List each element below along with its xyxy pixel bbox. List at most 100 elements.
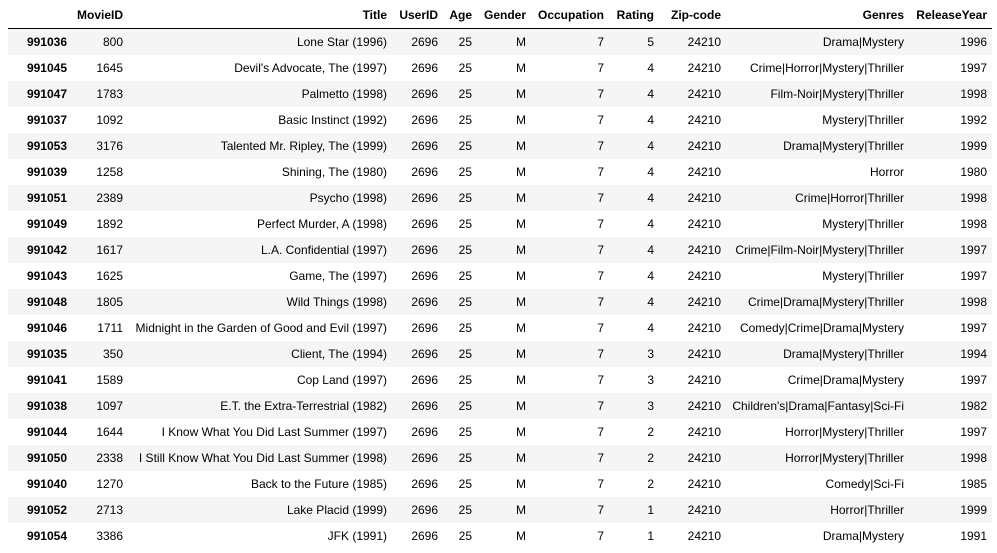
cell-userid: 2696 <box>411 268 439 283</box>
cell-rating: 4 <box>647 138 655 153</box>
row-index: 991051 <box>26 190 67 205</box>
cell-movieid: 1783 <box>96 86 124 101</box>
cell-age: 25 <box>458 450 473 465</box>
cell-age: 25 <box>458 528 473 543</box>
cell-releaseyear: 1999 <box>960 502 988 517</box>
cell-zip-code: 24210 <box>687 372 722 387</box>
table-row: 991051 2389 Psycho (1998) 2696 25 M 7 4 24210 Cri… <box>8 184 993 211</box>
cell-age: 25 <box>458 372 473 387</box>
table-row: 991049 1892 Perfect Murder, A (1998) 2696 25… <box>8 210 993 237</box>
cell-age: 25 <box>458 268 473 283</box>
cell-gender: M <box>516 528 527 543</box>
cell-genres: Drama|Mystery|Thriller <box>783 346 905 361</box>
cell-genres: Drama|Mystery <box>822 34 905 49</box>
cell-releaseyear: 1998 <box>960 216 988 231</box>
cell-genres: Drama|Mystery <box>822 528 905 543</box>
cell-gender: M <box>516 320 527 335</box>
row-index: 991054 <box>26 528 67 543</box>
cell-occupation: 7 <box>597 112 605 127</box>
column-header-movieid: MovieID <box>72 2 129 29</box>
row-index: 991052 <box>26 502 67 517</box>
cell-zip-code: 24210 <box>687 164 722 179</box>
cell-zip-code: 24210 <box>687 60 722 75</box>
cell-occupation: 7 <box>597 528 605 543</box>
cell-zip-code: 24210 <box>687 268 722 283</box>
cell-gender: M <box>516 450 527 465</box>
cell-rating: 4 <box>647 112 655 127</box>
cell-occupation: 7 <box>597 424 605 439</box>
cell-age: 25 <box>458 294 473 309</box>
cell-title: E.T. the Extra-Terrestrial (1982) <box>220 398 388 413</box>
cell-releaseyear: 1998 <box>960 190 988 205</box>
cell-rating: 4 <box>647 268 655 283</box>
row-index: 991045 <box>26 60 67 75</box>
column-header-gender: Gender <box>477 2 532 29</box>
cell-title: Lake Placid (1999) <box>286 502 388 517</box>
cell-age: 25 <box>458 190 473 205</box>
cell-userid: 2696 <box>411 86 439 101</box>
cell-rating: 1 <box>647 502 655 517</box>
column-header-zip-code: Zip-code <box>659 2 727 29</box>
cell-userid: 2696 <box>411 528 439 543</box>
cell-title: Back to the Future (1985) <box>250 476 388 491</box>
cell-zip-code: 24210 <box>687 450 722 465</box>
cell-age: 25 <box>458 86 473 101</box>
cell-movieid: 3386 <box>96 528 124 543</box>
cell-userid: 2696 <box>411 372 439 387</box>
cell-occupation: 7 <box>597 476 605 491</box>
cell-userid: 2696 <box>411 34 439 49</box>
cell-gender: M <box>516 112 527 127</box>
cell-genres: Comedy|Sci-Fi <box>825 476 905 491</box>
cell-genres: Film-Noir|Mystery|Thriller <box>770 86 905 101</box>
cell-releaseyear: 1997 <box>960 424 988 439</box>
cell-releaseyear: 1998 <box>960 86 988 101</box>
cell-movieid: 800 <box>102 34 124 49</box>
cell-occupation: 7 <box>597 60 605 75</box>
cell-zip-code: 24210 <box>687 190 722 205</box>
cell-userid: 2696 <box>411 60 439 75</box>
cell-genres: Horror <box>870 164 905 179</box>
table-body: 991036 800 Lone Star (1996) 2696 25 M 7 5 24210 D… <box>8 28 993 549</box>
cell-releaseyear: 1994 <box>960 346 988 361</box>
column-header-rating: Rating <box>609 2 660 29</box>
row-index: 991050 <box>26 450 67 465</box>
row-index: 991047 <box>26 86 67 101</box>
cell-gender: M <box>516 398 527 413</box>
cell-movieid: 1645 <box>96 60 124 75</box>
cell-genres: Crime|Drama|Mystery <box>787 372 905 387</box>
index-header <box>8 2 72 29</box>
cell-zip-code: 24210 <box>687 346 722 361</box>
cell-releaseyear: 1980 <box>960 164 988 179</box>
cell-genres: Mystery|Thriller <box>822 112 905 127</box>
cell-gender: M <box>516 60 527 75</box>
cell-age: 25 <box>458 34 473 49</box>
cell-occupation: 7 <box>597 294 605 309</box>
table-row: 991048 1805 Wild Things (1998) 2696 25 M 7 4 242… <box>8 288 993 315</box>
table-row: 991036 800 Lone Star (1996) 2696 25 M 7 5 24210 D… <box>8 28 993 55</box>
cell-releaseyear: 1997 <box>960 60 988 75</box>
cell-releaseyear: 1997 <box>960 242 988 257</box>
row-index: 991040 <box>26 476 67 491</box>
cell-releaseyear: 1992 <box>960 112 988 127</box>
column-header-releaseyear: ReleaseYear <box>909 2 993 29</box>
cell-gender: M <box>516 34 527 49</box>
cell-releaseyear: 1997 <box>960 372 988 387</box>
cell-occupation: 7 <box>597 164 605 179</box>
cell-zip-code: 24210 <box>687 502 722 517</box>
cell-genres: Crime|Drama|Mystery|Thriller <box>747 294 905 309</box>
cell-age: 25 <box>458 320 473 335</box>
cell-zip-code: 24210 <box>687 216 722 231</box>
cell-title: Lone Star (1996) <box>296 34 388 49</box>
cell-title: Talented Mr. Ripley, The (1999) <box>220 138 388 153</box>
cell-zip-code: 24210 <box>687 86 722 101</box>
cell-zip-code: 24210 <box>687 112 722 127</box>
table-row: 991053 3176 Talented Mr. Ripley, The (1999… <box>8 132 993 159</box>
cell-releaseyear: 1998 <box>960 294 988 309</box>
row-index: 991049 <box>26 216 67 231</box>
row-index: 991046 <box>26 320 67 335</box>
table-row: 991039 1258 Shining, The (1980) 2696 25 M 7 4 24… <box>8 158 993 185</box>
cell-occupation: 7 <box>597 216 605 231</box>
cell-genres: Horror|Thriller <box>830 502 905 517</box>
cell-releaseyear: 1999 <box>960 138 988 153</box>
